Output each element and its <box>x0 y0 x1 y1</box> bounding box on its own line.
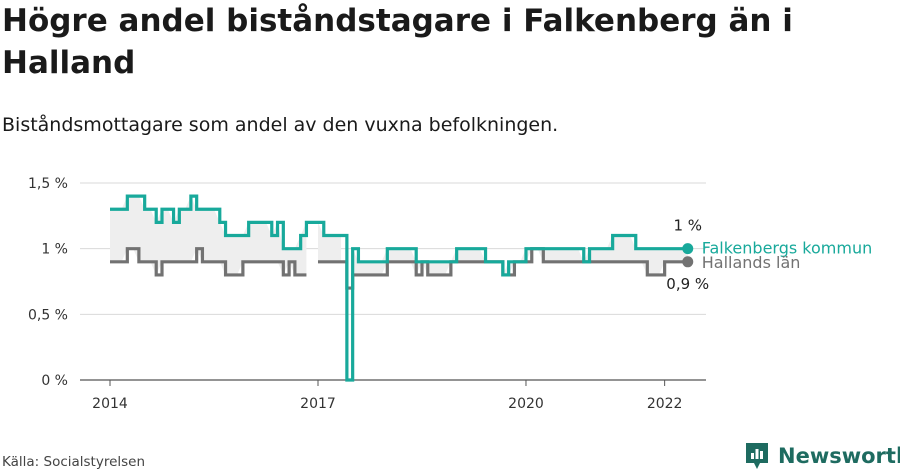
brand-name: Newsworthy <box>778 444 900 468</box>
end-point-halland <box>682 256 694 268</box>
y-tick-label: 1 % <box>41 242 68 258</box>
x-tick-label: 2014 <box>92 396 128 412</box>
x-tick-label: 2022 <box>647 396 683 412</box>
y-axis-ticks: 0 % 0,5 % 1 % 1,5 % <box>28 176 68 389</box>
difference-band-segment <box>352 235 688 275</box>
series-lines <box>110 194 688 382</box>
y-tick-label: 0,5 % <box>28 307 68 323</box>
x-tick-label: 2017 <box>300 396 336 412</box>
difference-band-segment <box>110 196 307 275</box>
newsworthy-logo[interactable]: Newsworthy <box>744 441 900 471</box>
chart-title: Högre andel biståndstagare i Falkenberg … <box>2 3 793 81</box>
end-point-falkenberg <box>682 243 694 255</box>
series-line-falkenberg <box>110 194 688 382</box>
x-tick-label: 2020 <box>508 396 544 412</box>
chart-subtitle: Biståndsmottagare som andel av den vuxna… <box>2 114 559 136</box>
series-name-halland: Hallands län <box>702 253 801 272</box>
difference-band-segment <box>317 222 342 262</box>
series-name-falkenberg: Falkenbergs kommun <box>702 239 872 258</box>
end-value-falkenberg: 1 % <box>673 217 702 235</box>
y-tick-label: 1,5 % <box>28 176 68 192</box>
difference-band <box>110 196 688 275</box>
newsworthy-icon <box>746 443 768 469</box>
x-axis: 2014 2017 2020 2022 <box>92 380 682 412</box>
series-line-halland <box>110 247 307 277</box>
end-value-halland: 0,9 % <box>666 275 709 293</box>
source-note: Källa: Socialstyrelsen <box>2 454 146 470</box>
y-tick-label: 0 % <box>41 373 68 389</box>
